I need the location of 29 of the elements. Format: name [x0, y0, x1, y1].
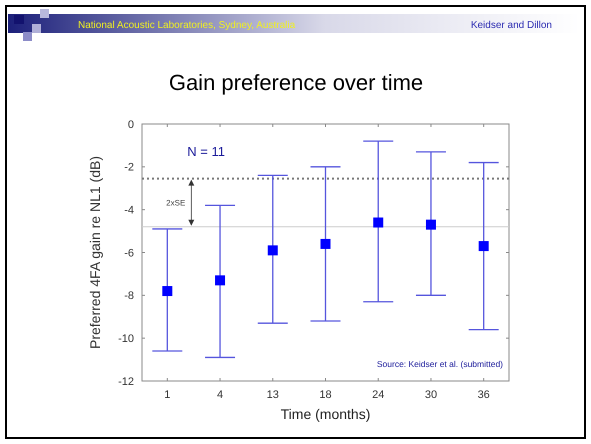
y-tick-label: -10 [118, 333, 134, 346]
y-tick-label: -4 [124, 204, 134, 217]
x-tick-label: 18 [319, 389, 332, 401]
x-tick-label: 30 [424, 389, 438, 401]
point [215, 275, 226, 286]
x-tick-label: 4 [216, 389, 224, 401]
y-tick-label: 0 [128, 118, 134, 131]
annotation: Source: Keidser et al. (submitted) [376, 359, 504, 369]
text: National Acoustic Laboratories, Sydney, Australia [78, 20, 296, 31]
x-tick-label: 1 [164, 389, 170, 401]
point [478, 241, 489, 252]
chart-title: Gain preference over time [168, 70, 424, 95]
y-tick-label: -2 [124, 162, 134, 174]
point [162, 286, 172, 296]
point [426, 220, 436, 230]
y-tick-label: -12 [118, 376, 134, 388]
x-axis-title: Time (months) [280, 406, 370, 422]
text: Keidser and Dillon [470, 20, 552, 31]
point [320, 238, 330, 249]
y-tick-label: -8 [124, 290, 134, 302]
point [373, 218, 384, 228]
y-axis-title: Preferred 4FA gain re NL1 (dB) [87, 156, 103, 349]
x-tick-label: 24 [372, 389, 384, 401]
annotation: N = 11 [187, 144, 226, 159]
y-tick-label: -6 [124, 247, 134, 260]
x-tick-label: 13 [266, 389, 279, 401]
annotation: 2xSE [166, 198, 186, 208]
point [268, 245, 278, 256]
x-tick-label: 36 [478, 389, 490, 401]
